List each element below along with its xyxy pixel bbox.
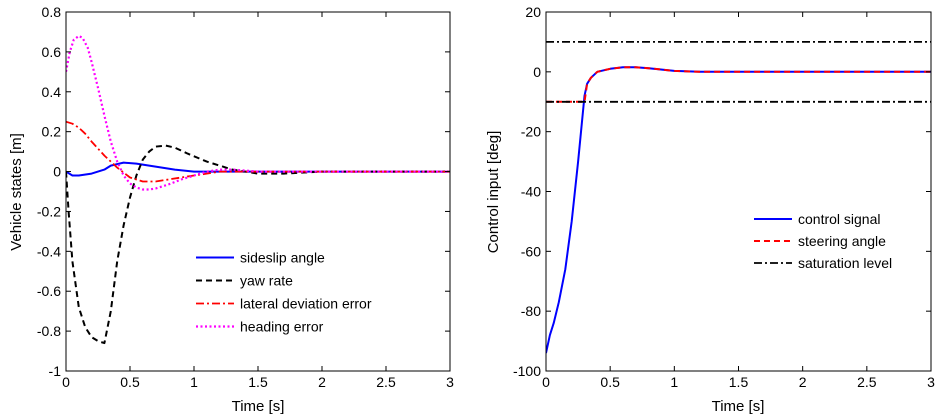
legend-label: heading error [240,319,324,335]
x-tick-label: 1.5 [248,374,268,390]
y-tick-label: 0 [53,164,61,180]
plot-area [546,12,931,371]
y-tick-label: -0.4 [37,243,61,259]
vehicle-states-chart: 0 0.5 1 1.5 2 2.5 3 -1 -0.8 -0.6 -0.4 -0.2 0 0.2 0.4 0.… [8,4,454,415]
x-tick-label: 1.5 [729,374,749,390]
y-tick-label: 0 [533,64,541,80]
series-line-heading-error [66,34,450,191]
y-tick-label: -0.8 [37,323,61,339]
y-tick-label: -0.2 [37,203,61,219]
x-tick-label: 1 [670,374,678,390]
x-tick-label: 2 [799,374,807,390]
x-tick-label: 2.5 [857,374,877,390]
y-tick-label: 0.2 [42,124,62,140]
x-axis-label: Time [s] [712,398,765,415]
y-axis-label: Control input [deg] [485,131,502,254]
x-tick-label: 0 [542,374,550,390]
series-line-yaw-rate [66,144,450,345]
x-tick-label: 1 [190,374,198,390]
y-tick-label: -100 [513,363,541,379]
y-tick-label: 0.6 [42,44,62,60]
legend-label: sideslip angle [240,250,325,266]
x-tick-label: 2.5 [376,374,396,390]
x-tick-label: 3 [446,374,454,390]
x-tick-label: 3 [927,374,935,390]
y-axis-label: Vehicle states [m] [8,133,25,251]
legend-label: lateral deviation error [240,296,372,312]
legend-label: yaw rate [240,273,293,289]
y-tick-label: -0.6 [37,283,61,299]
x-tick-label: 2 [318,374,326,390]
x-tick-label: 0.5 [600,374,620,390]
y-tick-label: -40 [521,184,541,200]
legend-label: control signal [798,211,881,227]
legend-label: saturation level [798,255,892,271]
series-line-steering-angle [546,66,931,103]
y-tick-label: 0.4 [42,84,62,100]
legend: sideslip angle yaw rate lateral deviation … [190,242,395,342]
y-tick-label: -80 [521,303,541,319]
x-axis-label: Time [s] [232,398,285,415]
y-tick-label: 0.8 [42,4,62,20]
legend-label: steering angle [798,233,886,249]
y-tick-label: 20 [525,4,541,20]
x-tick-label: 0 [62,374,70,390]
y-tick-label: -20 [521,124,541,140]
y-tick-label: -60 [521,243,541,259]
series-line-lateral-deviation-error [66,120,450,183]
legend: control signal steering angle saturation l… [748,204,923,278]
y-tick-label: -1 [49,363,62,379]
x-tick-label: 0.5 [120,374,140,390]
legend-box [190,242,395,342]
control-input-chart: 0 0.5 1 1.5 2 2.5 3 -100 -80 -60 -40 -20 0 20 Time [s… [485,4,935,415]
